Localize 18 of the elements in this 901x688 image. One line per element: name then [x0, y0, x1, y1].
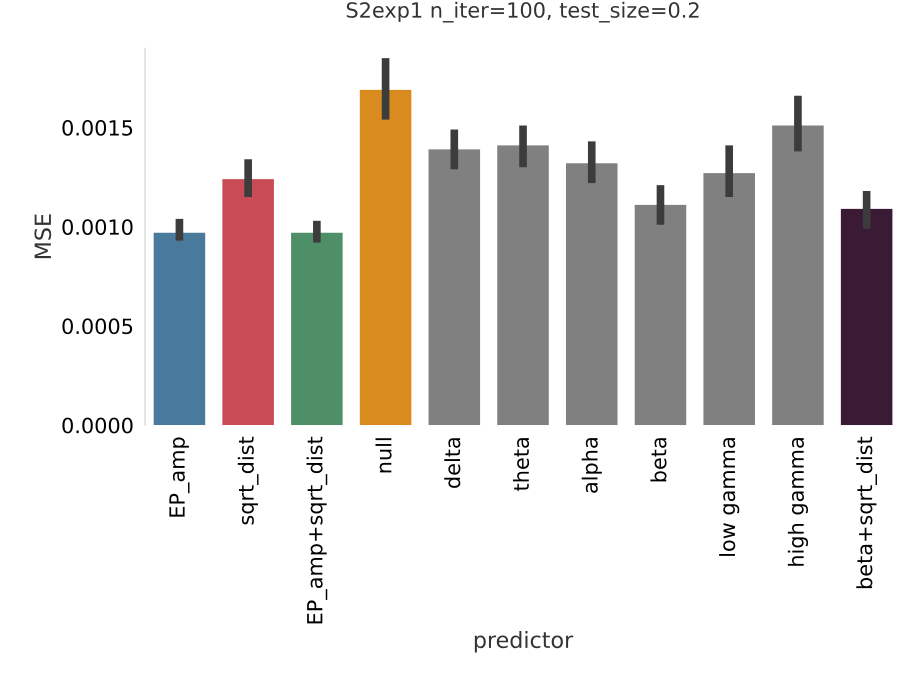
y-axis-title: MSE: [34, 214, 52, 258]
x-tick-label: alpha: [582, 438, 602, 493]
x-tick-label: EP_amp+sqrt_dist: [306, 436, 328, 624]
x-axis-title: predictor: [474, 631, 574, 653]
y-tick-label: 0.0015: [62, 120, 132, 136]
x-tick-label: low gamma: [719, 438, 740, 556]
x-tick-label: null: [376, 438, 392, 472]
x-tick-label: high gamma: [788, 438, 808, 566]
x-tick-label: EP_amp: [169, 437, 190, 517]
y-tick-label: 0.0000: [62, 418, 133, 434]
y-tick-label: 0.0010: [62, 219, 133, 235]
x-tick-label: delta: [444, 438, 460, 488]
x-tick-label: beta+sqrt_dist: [856, 436, 878, 588]
x-tick-label: beta: [650, 438, 667, 482]
x-tick-label: theta: [512, 438, 530, 491]
y-tick-label: 0.0005: [62, 318, 132, 334]
x-tick-label: sqrt_dist: [238, 436, 259, 524]
chart-title: S2exp1 n_iter=100, test_size=0.2: [346, 2, 699, 23]
